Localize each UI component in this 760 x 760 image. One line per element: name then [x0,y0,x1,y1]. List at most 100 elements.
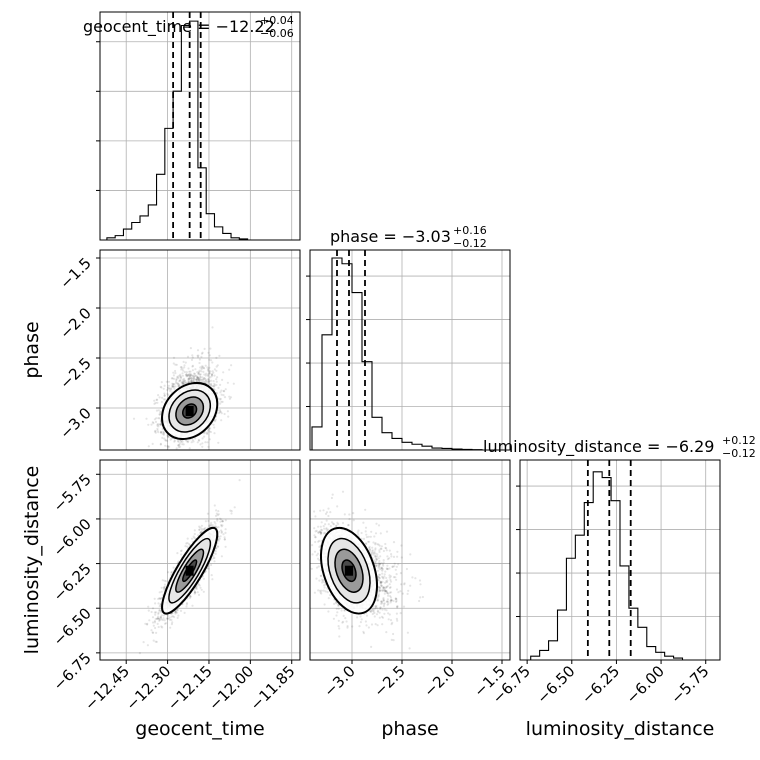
sample-point [204,378,207,381]
sample-point [162,430,165,433]
sample-point [161,618,164,622]
sample-point [214,552,217,556]
sample-point [220,525,223,528]
sample-point [187,378,190,381]
sample-point [188,596,192,600]
sample-point [153,611,156,614]
sample-point [192,380,195,383]
sample-point [202,366,205,369]
sample-point [174,610,178,613]
sample-point [190,379,193,382]
sample-point [171,384,174,387]
sample-point [194,437,197,440]
sample-point [150,423,153,426]
sample-point [173,439,176,442]
sample-point [191,374,195,377]
sample-point [201,445,204,448]
sample-point [203,347,206,350]
sample-point [180,549,183,552]
sample-point [159,385,162,388]
sample-point [223,536,226,539]
sample-point [167,571,170,574]
sample-point [180,441,183,444]
sample-point [200,524,203,527]
sample-point [315,577,318,580]
sample-point [154,640,157,643]
sample-point [217,539,220,542]
sample-point [208,372,211,375]
frame-d2 [519,459,721,661]
sample-point [187,378,190,381]
sample-point [182,382,185,385]
sample-point [165,617,168,620]
sample-point [213,382,216,385]
sample-point [189,595,192,598]
sample-point [365,542,368,545]
sample-point [211,370,214,373]
sample-point [175,380,178,383]
sample-point [203,435,206,438]
sample-point [182,360,185,363]
sample-point [390,555,393,558]
sample-point [154,626,157,630]
sample-point [171,385,174,388]
sample-point [206,429,210,432]
sample-point [186,381,189,384]
sample-point [386,598,389,601]
sample-point [161,432,164,435]
sample-point [201,442,204,445]
sample-point [208,354,211,357]
sample-point [193,378,196,381]
sample-point [188,447,191,450]
sample-point [168,388,171,391]
sample-point [219,402,222,405]
sample-point [147,605,150,608]
sample-point [218,517,222,520]
sample-point [207,380,210,383]
sample-point [327,514,330,518]
sample-point [181,382,185,385]
sample-point [197,354,200,357]
sample-point [200,379,203,382]
sample-point [198,358,201,361]
sample-point [191,364,195,367]
sample-point [181,381,184,384]
sample-point [217,526,220,529]
sample-point [329,594,332,597]
sample-point [215,365,218,368]
sample-point [204,570,207,573]
sample-point [176,376,179,379]
sample-point [197,378,201,382]
sample-point [177,446,180,449]
sample-point [163,392,166,395]
sample-point [210,379,213,382]
sample-point [192,377,195,380]
sample-point [210,382,213,385]
sample-point [142,641,145,644]
sample-point [182,443,185,446]
sample-point [220,529,223,532]
sample-point [379,573,382,576]
sample-point [203,377,206,380]
sample-point [174,369,177,373]
sample-point [185,605,188,608]
sample-point [181,374,184,377]
sample-point [153,402,156,405]
sample-point [196,441,199,444]
sample-point [166,617,169,620]
hist-panel-luminosity_distance: luminosity_distance = −6.29 +0.12 −0.12 [483,434,756,661]
sample-point [177,383,180,386]
sample-point [189,374,192,377]
sample-point [176,609,179,612]
sample-point [202,378,205,381]
sample-point [161,436,164,439]
sample-point [206,369,209,372]
sample-point [159,615,163,618]
sample-point [319,589,322,592]
sample-point [180,381,183,384]
sample-point [208,525,211,528]
sample-point [208,383,211,386]
sample-point [151,442,154,445]
sample-point [188,373,191,376]
sample-point [204,380,207,383]
